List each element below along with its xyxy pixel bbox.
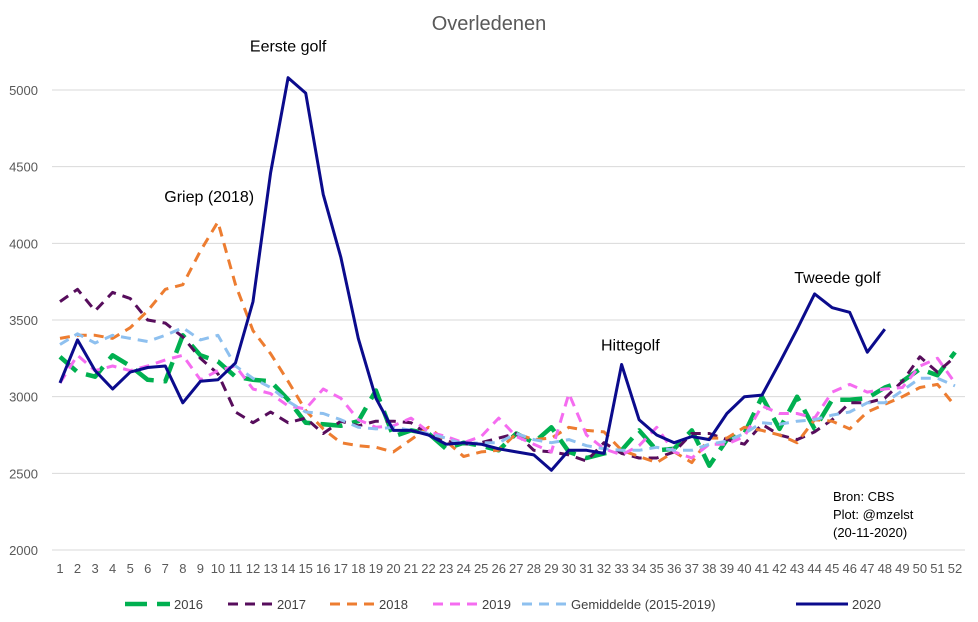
x-tick-label: 22 [421,561,435,576]
x-tick-label: 32 [597,561,611,576]
y-tick-label: 3500 [9,313,38,328]
x-tick-label: 19 [369,561,383,576]
annotation-label: Griep (2018) [164,189,254,206]
series-lines [58,76,957,472]
legend-label: 2018 [379,597,408,612]
x-tick-label: 40 [737,561,751,576]
x-tick-label: 9 [197,561,204,576]
legend-label: 2017 [277,597,306,612]
x-tick-label: 4 [109,561,116,576]
annotation-label: Eerste golf [250,39,327,56]
x-tick-label: 21 [404,561,418,576]
x-tick-label: 37 [685,561,699,576]
x-tick-label: 18 [351,561,365,576]
x-tick-label: 31 [579,561,593,576]
x-tick-label: 52 [948,561,962,576]
series-line-2019 [58,353,957,460]
x-tick-label: 38 [702,561,716,576]
x-tick-label: 1 [56,561,63,576]
x-tick-label: 7 [162,561,169,576]
y-tick-label: 4000 [9,236,38,251]
x-tick-label: 47 [860,561,874,576]
x-tick-label: 11 [229,561,243,576]
x-tick-label: 8 [179,561,186,576]
x-tick-label: 48 [878,561,892,576]
source-line: Plot: @mzelst [833,507,914,522]
x-tick-label: 27 [509,561,523,576]
x-tick-label: 34 [632,561,646,576]
x-tick-label: 3 [91,561,98,576]
x-tick-label: 33 [614,561,628,576]
x-tick-label: 49 [895,561,909,576]
x-tick-label: 29 [544,561,558,576]
legend-label: 2020 [852,597,881,612]
x-tick-label: 14 [281,561,295,576]
x-tick-label: 25 [474,561,488,576]
x-tick-label: 5 [127,561,134,576]
x-tick-label: 44 [807,561,821,576]
legend-label: Gemiddelde (2015-2019) [571,597,716,612]
x-tick-label: 35 [649,561,663,576]
annotation-label: Tweede golf [794,270,881,287]
x-tick-label: 13 [263,561,277,576]
x-tick-label: 23 [439,561,453,576]
y-tick-label: 2500 [9,466,38,481]
x-tick-label: 17 [334,561,348,576]
x-tick-label: 20 [386,561,400,576]
x-axis-ticks: 1 2 3 4 5 6 7 8 9 10 11 12 13 14 15 16 17 18 19 20 21 22 23 24 2… [56,561,962,576]
legend: 2016 2017 2018 2019 Gemiddelde (2015-2019) 20… [125,597,881,612]
x-tick-label: 2 [74,561,81,576]
y-tick-label: 2000 [9,543,38,558]
x-tick-label: 43 [790,561,804,576]
y-axis-ticks: 2000 2500 3000 3500 4000 4500 5000 [9,83,38,558]
x-tick-label: 10 [211,561,225,576]
x-tick-label: 30 [562,561,576,576]
x-tick-label: 39 [720,561,734,576]
chart-title: Overledenen [432,13,547,35]
y-tick-label: 3000 [9,390,38,405]
x-tick-label: 42 [772,561,786,576]
legend-label: 2019 [482,597,511,612]
source-line: Bron: CBS [833,489,895,504]
x-tick-label: 46 [842,561,856,576]
x-tick-label: 45 [825,561,839,576]
source-note: Bron: CBS Plot: @mzelst (20-11-2020) [833,489,914,540]
gridlines [52,89,965,551]
series-line-2017 [59,287,956,463]
x-tick-label: 12 [246,561,260,576]
x-tick-label: 26 [491,561,505,576]
x-tick-label: 41 [755,561,769,576]
x-tick-label: 28 [527,561,541,576]
y-tick-label: 4500 [9,160,38,175]
x-tick-label: 16 [316,561,330,576]
x-tick-label: 50 [913,561,927,576]
series-line-2016 [58,333,957,468]
x-tick-label: 36 [667,561,681,576]
x-tick-label: 6 [144,561,151,576]
source-line: (20-11-2020) [833,525,907,540]
legend-label: 2016 [174,597,203,612]
series-line-gemiddelde-2015-2019- [59,326,956,452]
series-line-2018 [59,220,957,465]
x-tick-label: 15 [298,561,312,576]
series-line-2020 [58,76,886,472]
x-tick-label: 24 [456,561,470,576]
y-tick-label: 5000 [9,83,38,98]
x-tick-label: 51 [930,561,944,576]
annotations: Eerste golf Griep (2018) Hittegolf Tweede g… [164,39,881,355]
annotation-label: Hittegolf [601,338,660,355]
